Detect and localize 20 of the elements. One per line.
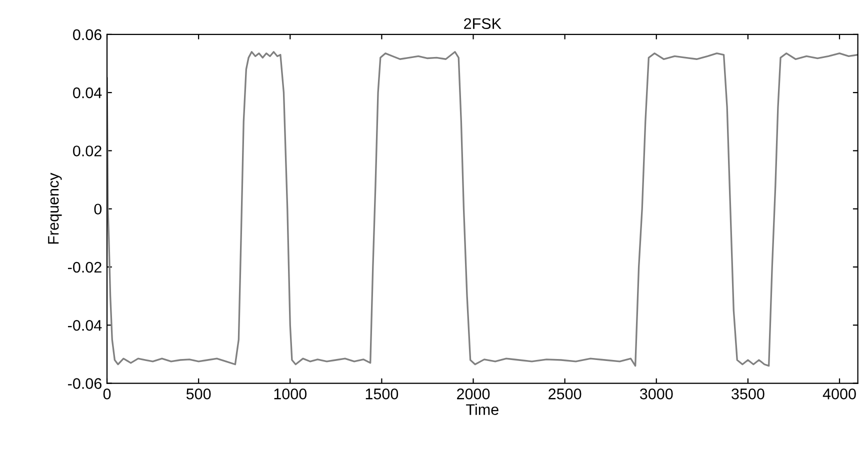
y-tick-label: -0.04 [68, 320, 102, 331]
line-series [107, 51, 858, 367]
chart-title: 2FSK [464, 18, 502, 30]
x-tick-label: 2500 [548, 388, 582, 400]
y-tick-label: 0 [94, 204, 102, 215]
x-tick-label: 4000 [822, 388, 856, 400]
x-tick-label: 0 [103, 388, 111, 400]
x-tick-label: 3500 [732, 388, 764, 400]
x-tick-label: 1500 [366, 388, 398, 400]
x-tick-label: 1000 [274, 388, 307, 400]
y-axis-title: Frequency [48, 172, 62, 244]
y-tick-label: -0.02 [68, 262, 102, 273]
y-tick-label: 0.02 [73, 146, 102, 156]
y-tick-label: 0.06 [73, 29, 102, 40]
x-tick-label: 500 [186, 388, 211, 400]
x-tick-label: 2000 [457, 388, 490, 400]
y-tick-label: -0.06 [68, 378, 102, 389]
y-tick-label: 0.04 [73, 87, 102, 98]
x-tick-label: 3000 [640, 388, 673, 400]
x-axis-title: Time [466, 404, 498, 415]
